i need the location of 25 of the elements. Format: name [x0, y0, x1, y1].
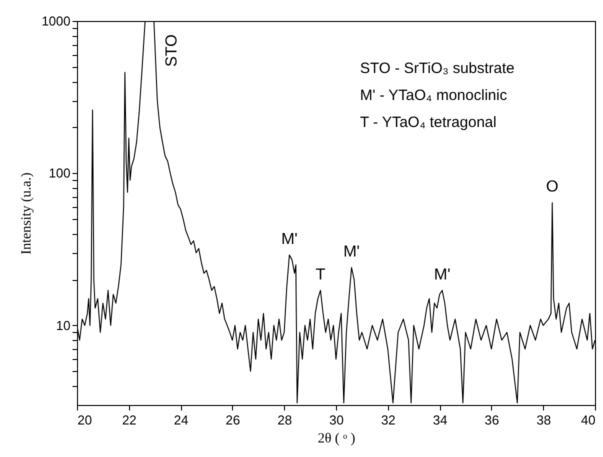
annotation: T	[316, 266, 326, 284]
y-tick-label: 100	[48, 166, 70, 181]
annotation: M'	[343, 244, 360, 261]
x-tick-label: 38	[536, 412, 551, 428]
annotation: M'	[434, 266, 450, 284]
y-axis-title: Intensity (u.a.)	[20, 172, 35, 255]
annotation: M' - YTaO₄ monoclinic	[360, 87, 508, 104]
x-tick-label: 30	[329, 412, 344, 428]
y-tick-label: 10	[56, 318, 70, 333]
x-tick-label: 20	[78, 412, 92, 428]
annotation: STO - SrTiO₃ substrate	[360, 60, 514, 77]
x-tick-label: 28	[277, 412, 292, 428]
x-tick-label: 36	[484, 412, 500, 428]
y-tick-label: 1000	[42, 14, 70, 28]
x-tick-label: 24	[174, 412, 188, 428]
x-tick-label: 34	[432, 412, 448, 428]
annotation: STO	[163, 34, 180, 67]
annotation: O	[546, 178, 558, 196]
x-tick-label: 26	[226, 412, 240, 428]
x-tick-label: 22	[122, 412, 137, 428]
x-axis-title: 2θ ( ᵒ )	[318, 432, 356, 446]
annotation: T - YTaO₄ tetragonal	[360, 114, 496, 131]
x-tick-label: 32	[381, 412, 396, 428]
annotation: M'	[281, 231, 298, 248]
x-tick-label: 40	[581, 412, 596, 428]
